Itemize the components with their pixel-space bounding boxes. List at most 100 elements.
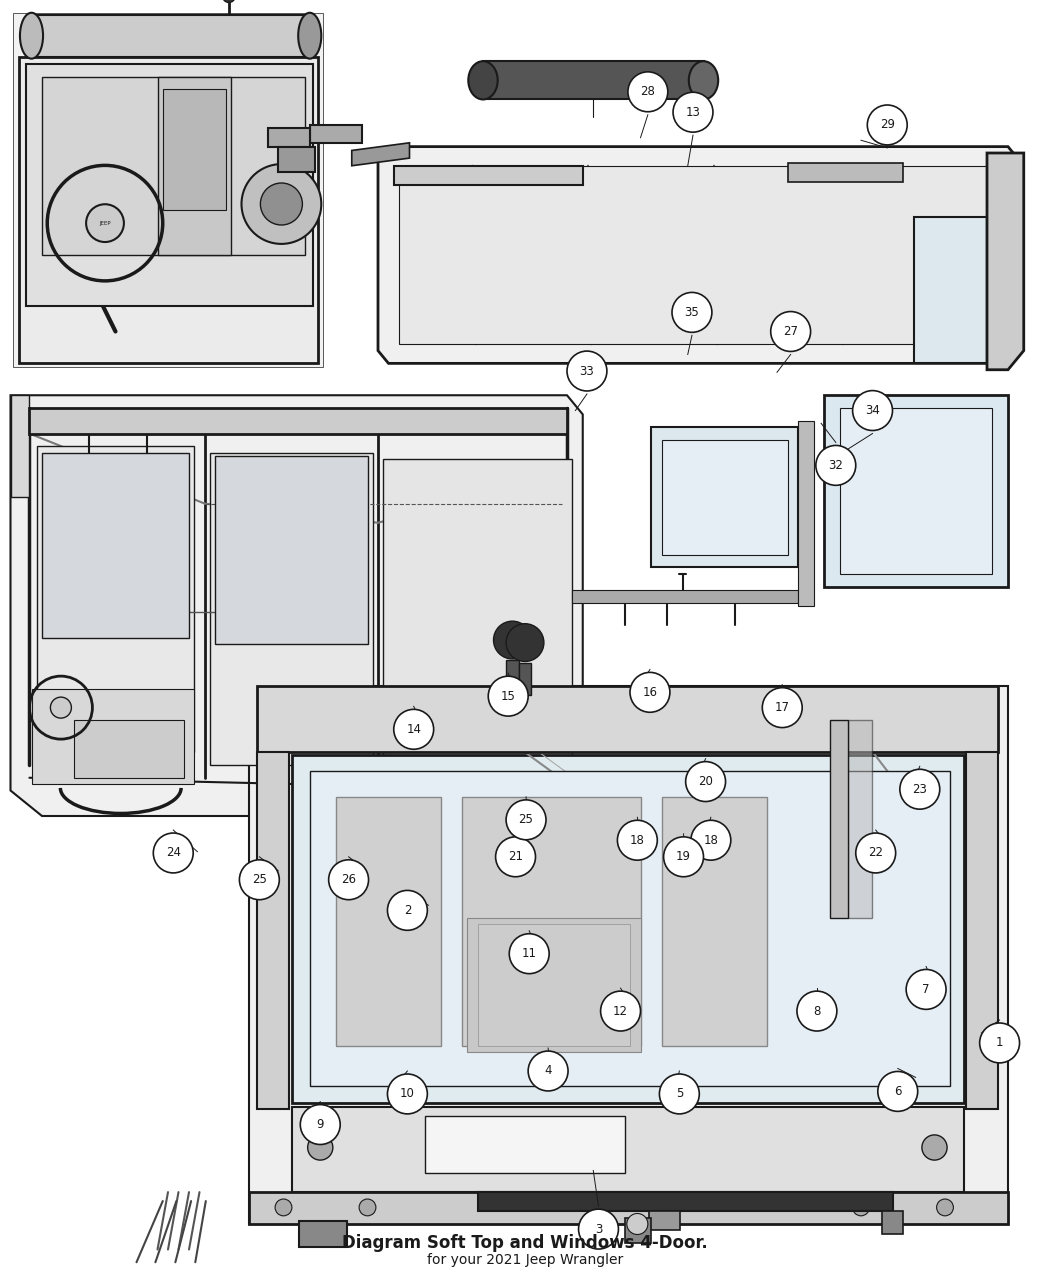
Polygon shape [966, 752, 997, 1109]
Polygon shape [249, 686, 1008, 1224]
Circle shape [906, 969, 946, 1010]
Circle shape [394, 709, 434, 750]
Text: 7: 7 [922, 983, 930, 996]
Polygon shape [37, 446, 194, 752]
Text: 24: 24 [166, 847, 181, 859]
Text: 15: 15 [501, 690, 516, 703]
Text: 28: 28 [640, 85, 655, 98]
Circle shape [275, 1198, 292, 1216]
Polygon shape [519, 663, 531, 695]
Polygon shape [478, 924, 630, 1046]
Circle shape [659, 1074, 699, 1114]
Text: 13: 13 [686, 106, 700, 119]
Polygon shape [158, 76, 231, 255]
Polygon shape [987, 153, 1024, 370]
Circle shape [853, 390, 892, 431]
Text: 1: 1 [995, 1037, 1004, 1049]
Circle shape [980, 1023, 1020, 1063]
Polygon shape [383, 459, 572, 788]
Polygon shape [13, 13, 323, 367]
Polygon shape [425, 1116, 625, 1173]
Text: 3: 3 [594, 1223, 603, 1235]
Polygon shape [278, 147, 315, 172]
Text: Diagram Soft Top and Windows 4-Door.: Diagram Soft Top and Windows 4-Door. [342, 1234, 708, 1252]
Circle shape [900, 769, 940, 810]
Circle shape [922, 1135, 947, 1160]
Circle shape [771, 311, 811, 352]
Text: 4: 4 [544, 1065, 552, 1077]
Text: 32: 32 [828, 459, 843, 472]
Polygon shape [74, 720, 184, 778]
Polygon shape [483, 61, 704, 99]
Text: 23: 23 [912, 783, 927, 796]
Text: 35: 35 [685, 306, 699, 319]
Polygon shape [798, 421, 814, 606]
Polygon shape [848, 720, 872, 918]
Polygon shape [292, 1107, 964, 1192]
Polygon shape [268, 128, 310, 147]
Text: 22: 22 [868, 847, 883, 859]
Text: JEEP: JEEP [99, 221, 111, 226]
Circle shape [300, 1104, 340, 1145]
Circle shape [628, 71, 668, 112]
Text: 20: 20 [698, 775, 713, 788]
Circle shape [359, 1198, 376, 1216]
Circle shape [223, 0, 235, 3]
Circle shape [488, 676, 528, 717]
Text: 29: 29 [880, 119, 895, 131]
Circle shape [853, 1198, 869, 1216]
Polygon shape [882, 1211, 903, 1234]
Polygon shape [378, 147, 1018, 363]
Polygon shape [651, 427, 798, 567]
Ellipse shape [20, 13, 43, 59]
Polygon shape [292, 755, 964, 1103]
Circle shape [937, 1198, 953, 1216]
Circle shape [308, 1135, 333, 1160]
Circle shape [878, 1071, 918, 1112]
Circle shape [691, 820, 731, 861]
Circle shape [509, 933, 549, 974]
Polygon shape [257, 752, 289, 1109]
Circle shape [797, 991, 837, 1031]
Polygon shape [478, 1192, 892, 1211]
Polygon shape [310, 771, 950, 1086]
Polygon shape [32, 688, 194, 784]
Polygon shape [352, 143, 410, 166]
Text: 18: 18 [630, 834, 645, 847]
Polygon shape [462, 797, 640, 1046]
Circle shape [329, 859, 369, 900]
Text: 33: 33 [580, 365, 594, 377]
Text: 2: 2 [403, 904, 412, 917]
Ellipse shape [298, 13, 321, 59]
Polygon shape [649, 1211, 680, 1230]
Polygon shape [394, 166, 583, 185]
Text: 5: 5 [675, 1088, 684, 1100]
Polygon shape [625, 1218, 651, 1243]
Polygon shape [10, 395, 29, 497]
Circle shape [672, 292, 712, 333]
Circle shape [387, 1074, 427, 1114]
Text: 16: 16 [643, 686, 657, 699]
Circle shape [664, 836, 704, 877]
Circle shape [856, 833, 896, 873]
Text: for your 2021 Jeep Wrangler: for your 2021 Jeep Wrangler [427, 1253, 623, 1266]
Ellipse shape [468, 61, 498, 99]
Polygon shape [257, 686, 998, 752]
Polygon shape [315, 790, 945, 1071]
Circle shape [567, 351, 607, 391]
Circle shape [617, 820, 657, 861]
Polygon shape [662, 440, 788, 555]
Text: 17: 17 [775, 701, 790, 714]
Polygon shape [914, 217, 987, 363]
Ellipse shape [689, 61, 718, 99]
Text: 19: 19 [676, 850, 691, 863]
Polygon shape [572, 590, 798, 603]
Circle shape [673, 92, 713, 133]
Circle shape [579, 1209, 618, 1250]
Text: 26: 26 [341, 873, 356, 886]
Polygon shape [10, 395, 583, 816]
Polygon shape [824, 395, 1008, 586]
Text: 9: 9 [316, 1118, 324, 1131]
Text: 12: 12 [613, 1005, 628, 1017]
Text: 14: 14 [406, 723, 421, 736]
